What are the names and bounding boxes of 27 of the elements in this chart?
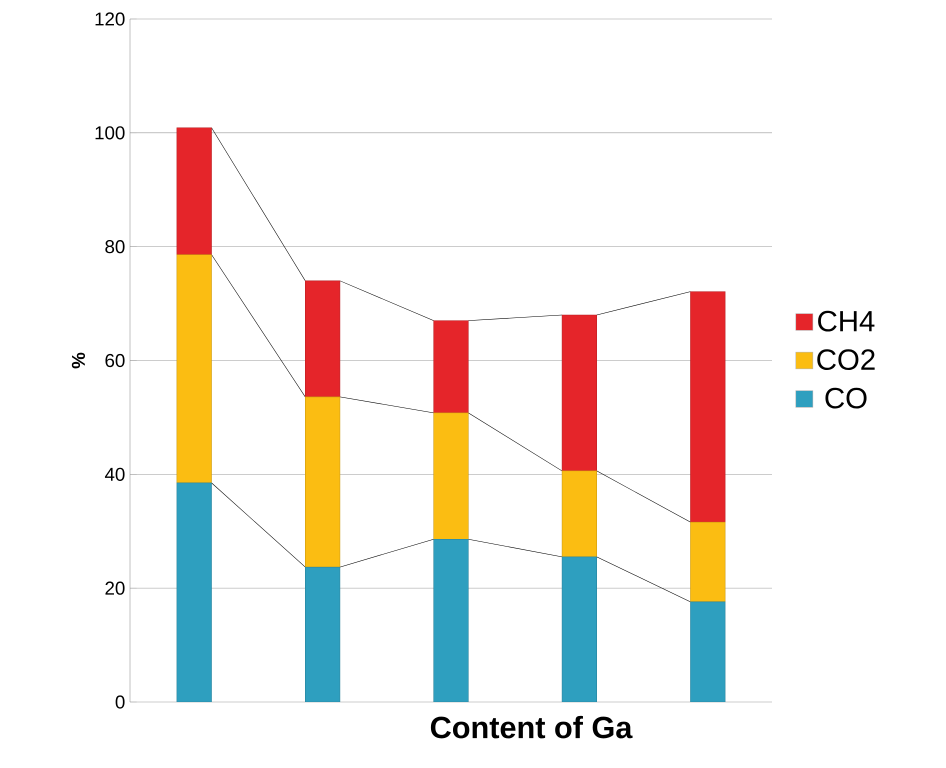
bar — [562, 314, 598, 472]
bar — [176, 254, 212, 484]
x-axis-title: Content of Ga — [430, 716, 633, 738]
y-tick-label: 20 — [105, 582, 125, 595]
y-tick-label: 60 — [105, 354, 125, 368]
y-tick-label: 120 — [96, 12, 125, 26]
bar — [562, 470, 598, 558]
bar — [176, 482, 212, 702]
bar — [433, 538, 469, 702]
y-tick-label: 40 — [104, 468, 125, 481]
legend-label: CH4 — [818, 310, 874, 332]
bar — [176, 127, 212, 255]
bar — [562, 556, 598, 702]
bar — [433, 412, 469, 540]
legend-label: CO — [825, 388, 867, 409]
y-axis-title: % — [72, 352, 85, 368]
bar — [305, 396, 340, 568]
y-tick-label: 80 — [105, 240, 125, 254]
bar — [690, 602, 726, 702]
bar — [690, 291, 726, 522]
bar — [305, 566, 340, 702]
y-tick-label: 0 — [116, 695, 125, 709]
legend-label: CO2 — [817, 349, 875, 370]
y-tick-label: 100 — [96, 126, 125, 140]
bar — [305, 280, 340, 398]
bar — [690, 522, 726, 602]
bar — [433, 320, 469, 414]
